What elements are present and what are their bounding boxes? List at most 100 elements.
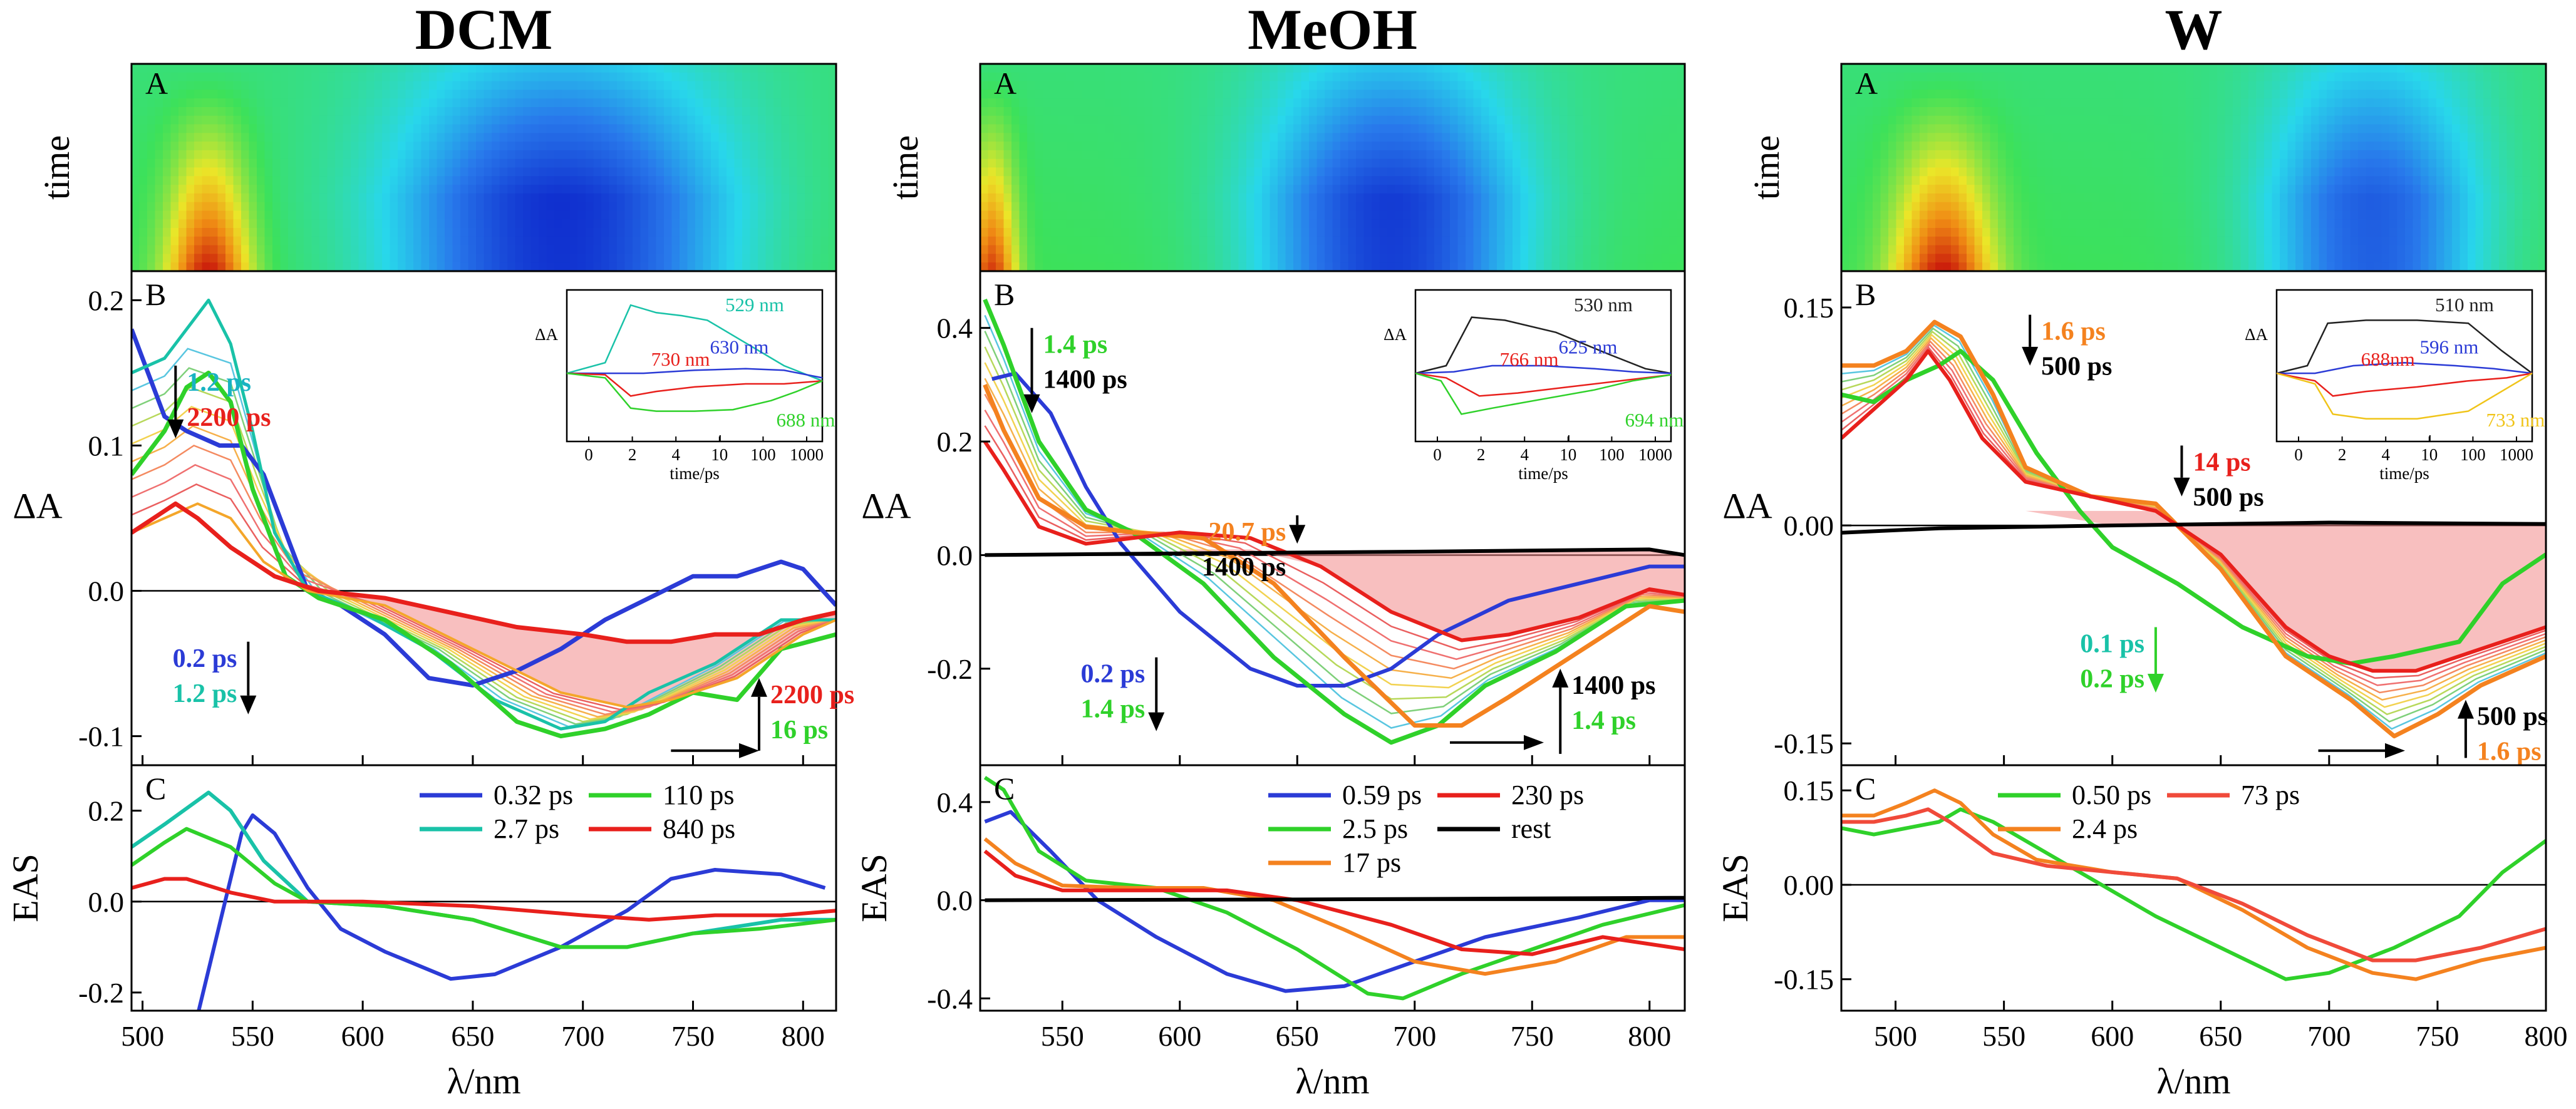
heatmap-cell (1176, 254, 1184, 263)
heatmap-cell (1027, 142, 1036, 151)
heatmap-cell (1466, 133, 1474, 142)
heatmap-cell (499, 158, 508, 168)
heatmap-cell (742, 107, 751, 116)
heatmap-cell (1003, 254, 1012, 263)
heatmap-cell (1121, 142, 1130, 151)
heatmap-cell (554, 245, 563, 255)
heatmap-cell (1356, 236, 1365, 246)
heatmap-cell (1363, 193, 1372, 203)
heatmap-cell (398, 133, 406, 142)
heatmap-cell (170, 90, 179, 99)
heatmap-cell (624, 185, 633, 194)
intermediate-trace (132, 445, 836, 716)
heatmap-cell (280, 245, 289, 255)
heatmap-cell (1857, 150, 1866, 160)
heatmap-cell (789, 262, 798, 272)
heatmap-cell (1168, 158, 1177, 168)
heatmap-cell (366, 176, 375, 185)
heatmap-cell (820, 219, 829, 229)
heatmap-cell (1168, 245, 1177, 255)
heatmap-cell (1215, 202, 1224, 212)
heatmap-cell (1974, 158, 1983, 168)
heatmap-cell (1904, 176, 1913, 185)
heatmap-cell (758, 236, 767, 246)
heatmap-cell (1481, 210, 1490, 220)
heatmap-cell (1466, 72, 1474, 82)
heatmap-cell (1841, 124, 1850, 134)
heatmap-cell (1920, 142, 1928, 151)
heatmap-cell (1356, 64, 1365, 73)
heatmap-cell (703, 185, 711, 194)
heatmap-cell (765, 236, 774, 246)
heatmap-cell (1129, 254, 1137, 263)
heatmap-cell (163, 254, 172, 263)
heatmap-cell (1520, 115, 1529, 125)
heatmap-cell (1199, 72, 1208, 82)
heatmap-cell (1873, 245, 1881, 255)
heatmap-cell (170, 124, 179, 134)
arrow-label: 0.2 ps (1081, 660, 1146, 689)
heatmap-cell (586, 64, 594, 73)
heatmap-cell (742, 185, 751, 194)
heatmap-cell (515, 133, 524, 142)
heatmap-cell (1152, 72, 1161, 82)
heatmap-cell (1184, 90, 1192, 99)
heatmap-cell (1270, 124, 1278, 134)
heatmap-cell (601, 107, 610, 116)
heatmap-cell (1066, 236, 1075, 246)
heatmap-cell (155, 98, 163, 108)
heatmap-cell (718, 142, 727, 151)
heatmap-cell (1513, 98, 1521, 108)
heatmap-cell (742, 64, 751, 73)
heatmap-cell (1943, 124, 1952, 134)
heatmap-cell (1935, 158, 1944, 168)
heatmap-cell (1504, 107, 1513, 116)
heatmap-cell (1176, 124, 1184, 134)
heatmap-cell (812, 142, 821, 151)
heatmap-cell (1121, 90, 1130, 99)
heatmap-cell (1560, 185, 1568, 194)
heatmap-cell (742, 228, 751, 237)
heatmap-cell (319, 150, 328, 160)
heatmap-cell (1896, 64, 1905, 73)
heatmap-cell (1332, 142, 1341, 151)
heatmap-cell (1199, 98, 1208, 108)
heatmap-cell (1583, 254, 1591, 263)
heatmap-cell (601, 158, 610, 168)
heatmap-cell (1466, 176, 1474, 185)
heatmap-cell (648, 202, 657, 212)
heatmap-cell (296, 124, 304, 134)
heatmap-cell (523, 210, 532, 220)
heatmap-cell (1489, 185, 1497, 194)
inset-frame (566, 289, 824, 443)
heatmap-cell (1560, 133, 1568, 142)
legend-label: 0.59 ps (1342, 780, 1422, 810)
heatmap-cell (523, 219, 532, 229)
legend-label: 17 ps (1342, 847, 1401, 878)
heatmap-cell (1082, 133, 1090, 142)
heatmap-cell (797, 210, 805, 220)
heatmap-cell (1466, 107, 1474, 116)
heatmap-cell (703, 219, 711, 229)
heatmap-cell (155, 64, 163, 73)
heatmap-cell (1215, 124, 1224, 134)
heatmap-cell (1199, 210, 1208, 220)
heatmap-cell (1160, 107, 1169, 116)
heatmap-cell (170, 193, 179, 203)
heatmap-cell (828, 107, 837, 116)
heatmap-cell (405, 176, 414, 185)
heatmap-cell (820, 193, 829, 203)
heatmap-cell (1896, 219, 1905, 229)
heatmap-cell (1920, 236, 1928, 246)
heatmap-cell (1513, 158, 1521, 168)
heatmap-cell (421, 115, 430, 125)
heatmap-cell (445, 72, 453, 82)
heatmap-cell (742, 176, 751, 185)
heatmap-cell (1434, 64, 1443, 73)
heatmap-cell (1419, 210, 1427, 220)
heatmap-cell (577, 98, 586, 108)
heatmap-cell (233, 124, 242, 134)
heatmap-cell (358, 228, 367, 237)
heatmap-cell (624, 219, 633, 229)
heatmap-cell (429, 158, 438, 168)
